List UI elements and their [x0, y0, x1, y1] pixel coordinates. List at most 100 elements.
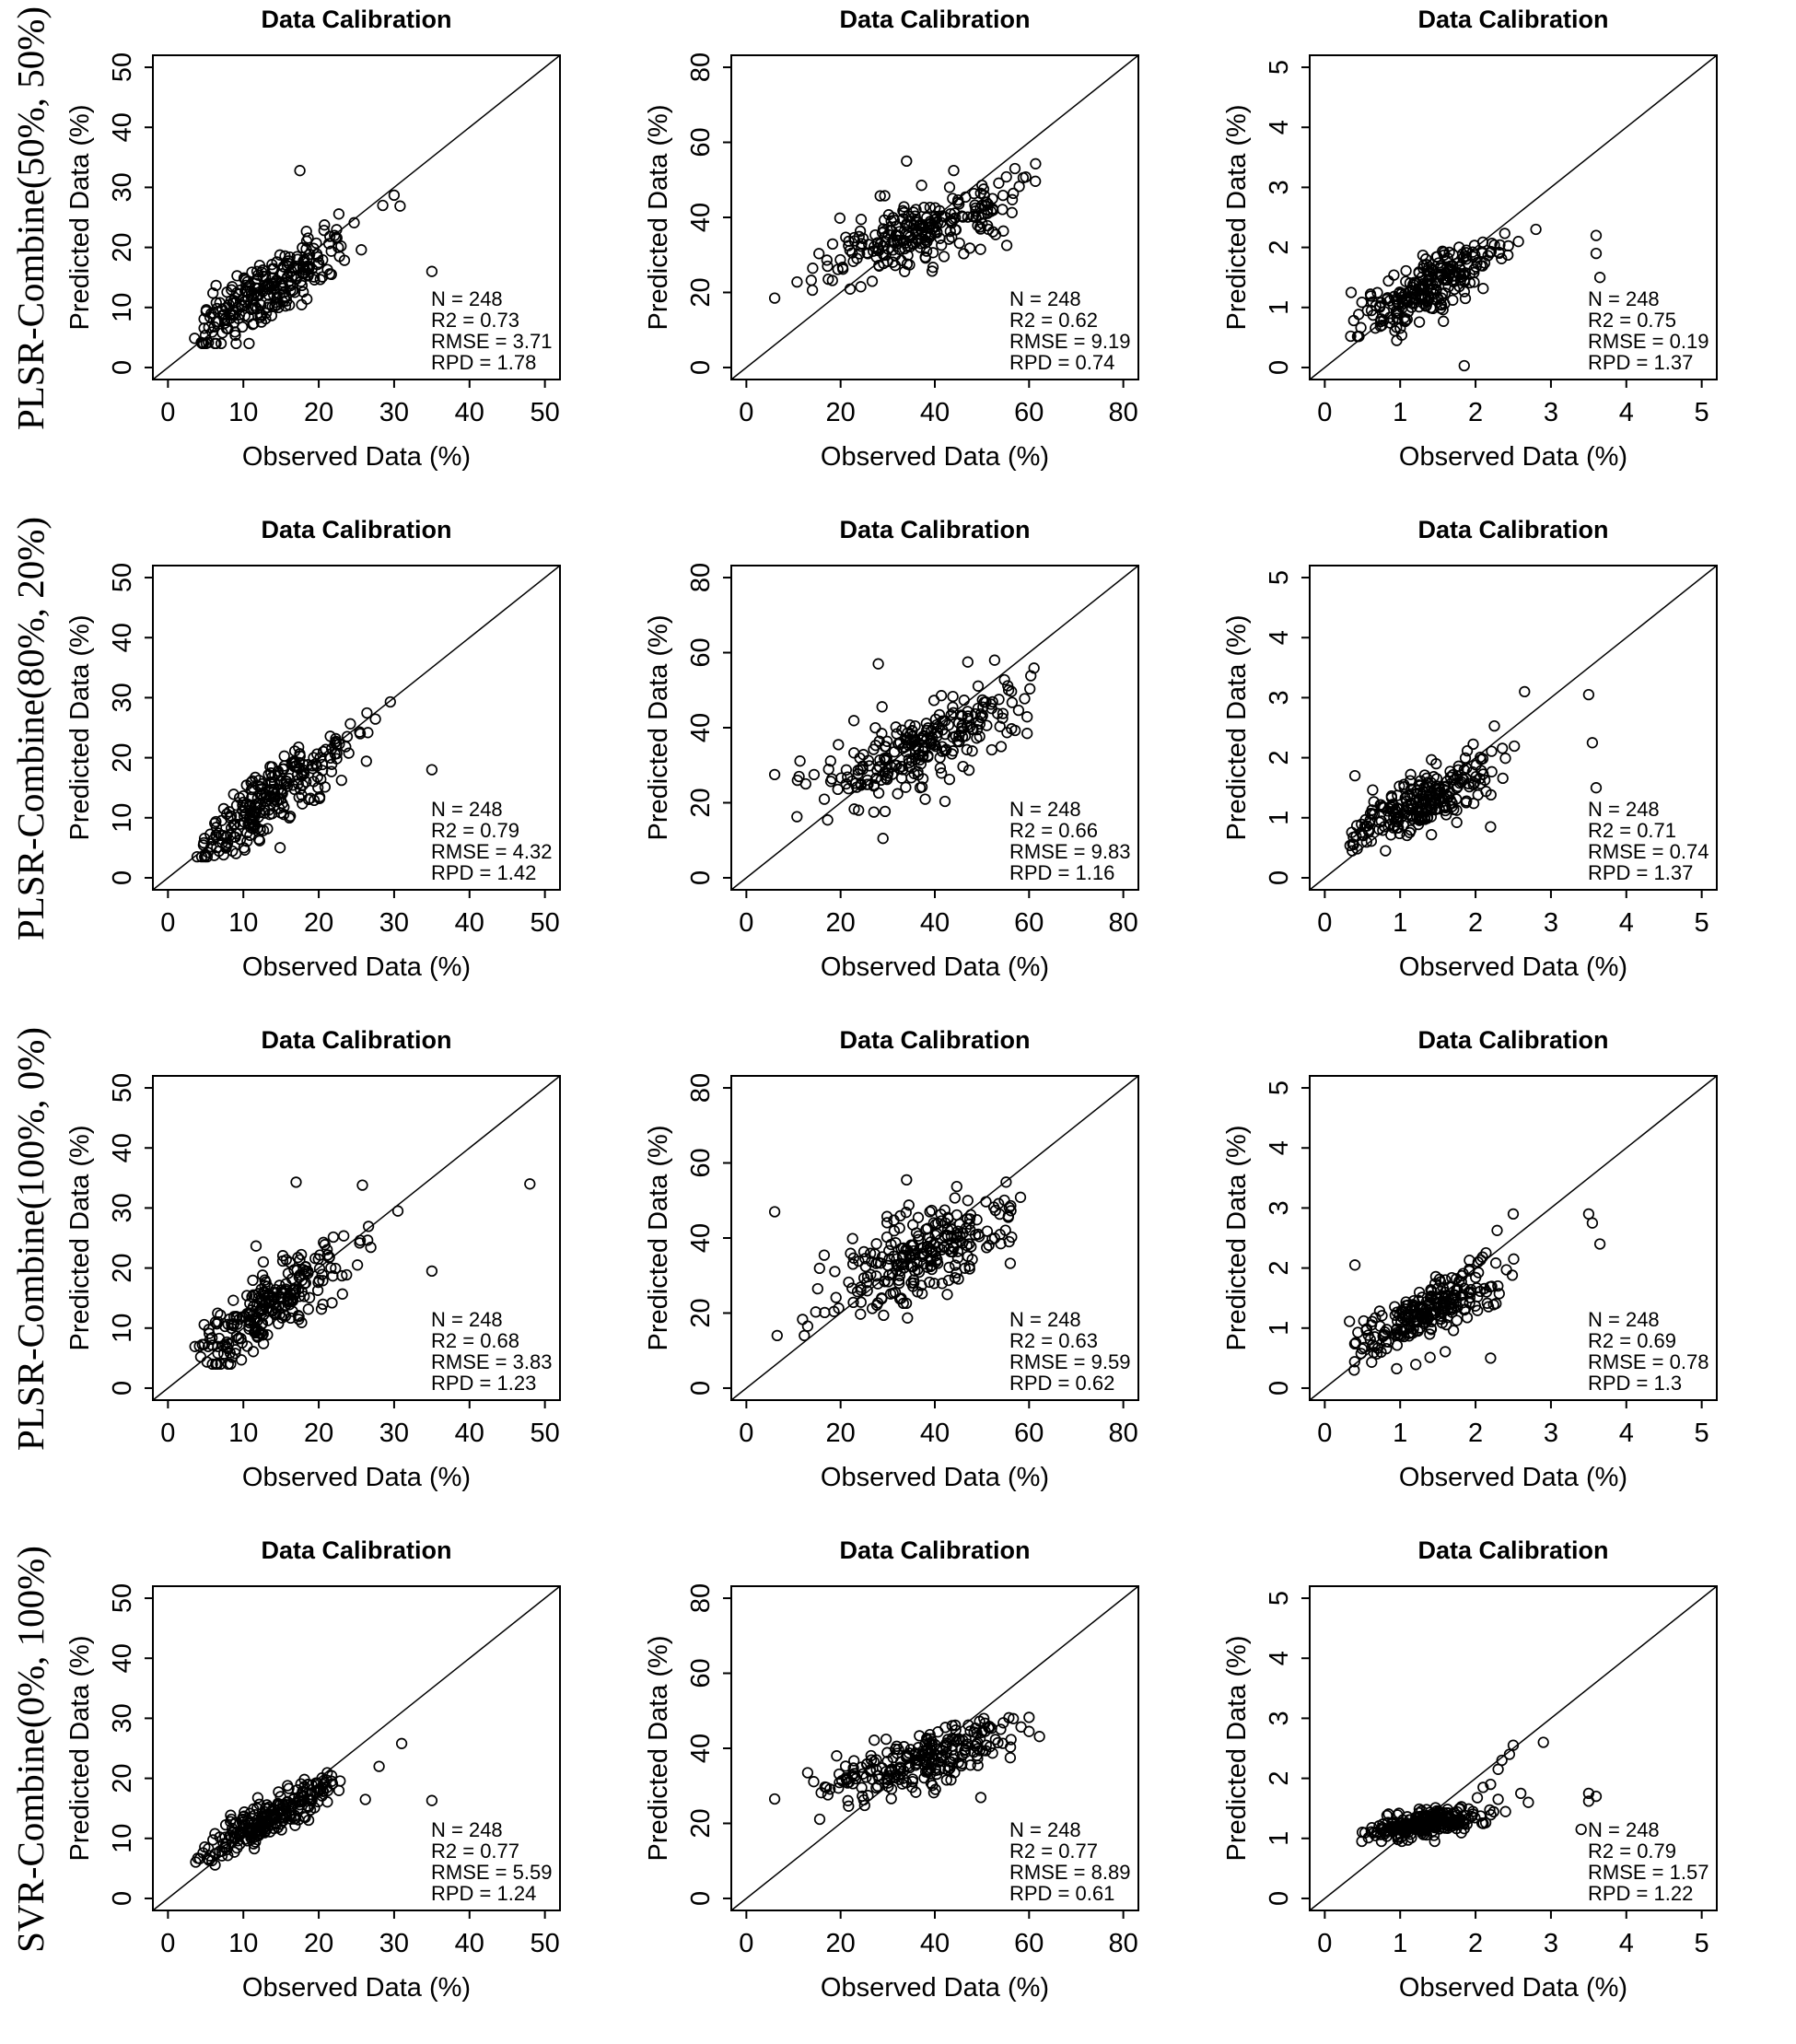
data-point — [1471, 1792, 1484, 1804]
data-point — [204, 1327, 216, 1339]
y-tick-label: 0 — [686, 360, 716, 375]
y-axis-title: Predicted Data (%) — [65, 1636, 95, 1862]
y-tick-label: 0 — [108, 360, 137, 375]
y-tick-label: 50 — [108, 1073, 137, 1103]
data-point — [903, 1199, 915, 1211]
y-tick-label: 3 — [1265, 1200, 1294, 1215]
data-point — [1033, 1731, 1045, 1743]
data-point — [325, 765, 338, 777]
x-tick-label: 1 — [1393, 1929, 1407, 1958]
data-point — [921, 1261, 933, 1273]
data-point — [902, 1312, 914, 1324]
data-point — [293, 1310, 305, 1323]
data-point — [1593, 1238, 1606, 1250]
y-tick-label: 1 — [1265, 1831, 1294, 1846]
data-point — [872, 1256, 884, 1268]
data-point — [1491, 1224, 1503, 1236]
data-point — [857, 1790, 869, 1803]
data-point — [325, 1262, 337, 1274]
stats-line: RPD = 1.78 — [431, 351, 536, 374]
data-point — [818, 1249, 831, 1261]
data-point — [207, 287, 219, 299]
data-point — [855, 1296, 867, 1308]
y-tick-label: 40 — [108, 112, 137, 142]
data-point — [257, 1337, 270, 1349]
data-point — [1425, 1323, 1437, 1335]
data-point — [1586, 737, 1599, 749]
stats-line: R2 = 0.71 — [1588, 819, 1676, 842]
data-point — [1368, 796, 1380, 808]
data-point — [846, 1232, 858, 1244]
x-tick-label: 5 — [1695, 398, 1709, 427]
scatter-points — [189, 1176, 536, 1371]
plot-box — [1309, 54, 1718, 380]
data-point — [318, 224, 330, 237]
x-tick-label: 80 — [1108, 1419, 1137, 1448]
data-point — [282, 1780, 294, 1792]
data-point — [222, 1850, 234, 1862]
x-axis-title: Observed Data (%) — [1399, 1973, 1627, 2003]
data-point — [941, 1289, 953, 1301]
data-point — [864, 1247, 877, 1259]
data-point — [1374, 321, 1386, 333]
data-point — [1429, 1270, 1442, 1283]
scatter-plot-svg: Data Calibration 0 10 20 30 40 50 0 10 20 30 40 50 Ob… — [65, 1536, 561, 2003]
chart-title: Data Calibration — [1417, 1536, 1608, 1564]
data-point — [943, 181, 956, 193]
data-point — [921, 1733, 933, 1745]
data-point — [321, 1796, 333, 1808]
data-point — [257, 264, 269, 276]
data-point — [870, 1270, 882, 1282]
data-point — [259, 807, 271, 819]
scatter-panel: Data Calibration 0 1 2 3 4 5 0 1 2 3 4 5 Observed Dat… — [1218, 510, 1796, 1021]
data-point — [1470, 261, 1482, 273]
data-point — [826, 238, 839, 251]
data-point — [1472, 1304, 1484, 1316]
data-point — [300, 776, 312, 788]
data-point — [197, 337, 210, 350]
data-point — [939, 1230, 950, 1243]
x-axis-title: Observed Data (%) — [242, 1463, 471, 1492]
y-tick-label: 20 — [686, 277, 716, 307]
y-tick-label: 50 — [108, 1583, 137, 1613]
data-point — [211, 1318, 223, 1330]
data-point — [1447, 1325, 1460, 1337]
scatter-points — [768, 1711, 1045, 1826]
data-point — [235, 1354, 248, 1366]
data-point — [285, 810, 297, 823]
data-point — [1345, 286, 1358, 298]
data-point — [933, 1764, 946, 1776]
data-point — [1023, 1711, 1035, 1723]
stats-line: N = 248 — [431, 287, 503, 310]
data-point — [916, 744, 928, 757]
data-point — [995, 1723, 1007, 1735]
x-tick-label: 40 — [920, 398, 950, 427]
y-axis-title: Predicted Data (%) — [1222, 615, 1252, 841]
data-point — [221, 1336, 233, 1349]
data-point — [768, 1206, 781, 1218]
data-point — [947, 193, 959, 204]
data-point — [322, 238, 335, 250]
data-point — [958, 248, 970, 260]
data-point — [1370, 1348, 1383, 1360]
x-tick-label: 40 — [455, 908, 484, 938]
data-point — [212, 1315, 225, 1328]
y-tick-label: 40 — [686, 713, 716, 742]
data-point — [931, 1254, 943, 1266]
data-point — [893, 235, 906, 247]
data-point — [189, 333, 201, 345]
y-tick-label: 0 — [1265, 360, 1294, 375]
data-point — [321, 1249, 333, 1261]
data-point — [1394, 780, 1405, 792]
data-point — [943, 1261, 955, 1274]
data-point — [1004, 1257, 1017, 1269]
stats-line: RPD = 0.74 — [1009, 351, 1114, 374]
x-tick-label: 3 — [1544, 398, 1558, 427]
data-point — [1458, 1303, 1471, 1316]
data-point — [1439, 287, 1452, 299]
data-point — [1390, 809, 1402, 821]
data-point — [924, 1206, 936, 1218]
data-point — [1433, 1819, 1445, 1831]
data-point — [299, 1260, 312, 1273]
y-tick-label: 10 — [108, 803, 137, 833]
